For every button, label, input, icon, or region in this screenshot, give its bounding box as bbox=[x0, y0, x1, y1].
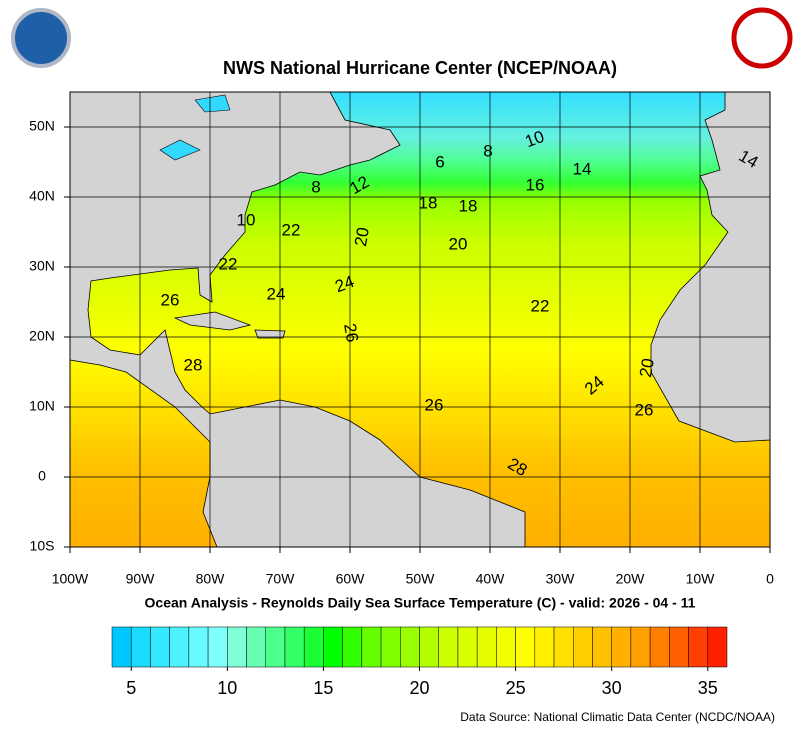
color-box bbox=[707, 626, 728, 668]
contour-label: 8 bbox=[483, 141, 492, 160]
lon-tick-label: 10W bbox=[686, 571, 716, 587]
contour-label: 10 bbox=[237, 210, 256, 229]
color-box bbox=[592, 626, 612, 668]
contour-label: 22 bbox=[219, 254, 238, 273]
lon-tick-label: 30W bbox=[546, 571, 576, 587]
lon-tick-label: 70W bbox=[266, 571, 296, 587]
lon-tick-label: 0 bbox=[766, 571, 774, 587]
colorbar-tick-label: 25 bbox=[506, 678, 526, 698]
contour-label: 20 bbox=[636, 357, 658, 379]
lat-tick-label: 50N bbox=[29, 118, 55, 134]
lat-tick-label: 20N bbox=[29, 328, 55, 344]
lat-tick-label: 30N bbox=[29, 258, 55, 274]
contour-label: 14 bbox=[573, 159, 592, 178]
color-box bbox=[150, 626, 170, 668]
lon-tick-label: 20W bbox=[616, 571, 646, 587]
contour-label: 26 bbox=[635, 400, 654, 419]
contour-label: 18 bbox=[419, 193, 438, 212]
color-box bbox=[649, 626, 670, 668]
lon-tick-label: 90W bbox=[126, 571, 156, 587]
lon-tick-label: 80W bbox=[196, 571, 226, 587]
color-box bbox=[419, 626, 439, 668]
land-caribbean bbox=[173, 311, 286, 339]
contour-label: 16 bbox=[526, 175, 545, 194]
color-box bbox=[265, 626, 286, 668]
color-box bbox=[246, 626, 266, 668]
lat-tick-label: 10N bbox=[29, 398, 55, 414]
lon-tick-label: 50W bbox=[406, 571, 436, 587]
lon-tick-label: 60W bbox=[336, 571, 366, 587]
color-box bbox=[111, 626, 132, 668]
color-box bbox=[400, 626, 420, 668]
color-box bbox=[438, 626, 459, 668]
color-box bbox=[611, 626, 632, 668]
color-box bbox=[630, 626, 651, 668]
color-box bbox=[303, 626, 324, 668]
lon-tick-label: 40W bbox=[476, 571, 506, 587]
title: NWS National Hurricane Center (NCEP/NOAA… bbox=[223, 58, 617, 78]
color-box bbox=[515, 626, 536, 668]
color-box bbox=[688, 626, 709, 668]
contour-label: 22 bbox=[282, 220, 301, 239]
nws-logo bbox=[731, 7, 793, 69]
lat-tick-label: 40N bbox=[29, 188, 55, 204]
color-box bbox=[553, 626, 574, 668]
color-box bbox=[534, 626, 555, 668]
color-box bbox=[188, 626, 209, 668]
color-box bbox=[496, 626, 516, 668]
contour-label: 28 bbox=[184, 355, 203, 374]
lat-tick-label: 0 bbox=[38, 468, 46, 484]
lon-tick-label: 100W bbox=[52, 571, 89, 587]
color-box bbox=[476, 626, 497, 668]
color-box bbox=[573, 626, 593, 668]
contour-label: 26 bbox=[340, 322, 362, 344]
colorbar-tick-label: 20 bbox=[409, 678, 429, 698]
colorbar-tick-label: 35 bbox=[698, 678, 718, 698]
color-box bbox=[457, 626, 478, 668]
contour-label: 20 bbox=[449, 234, 468, 253]
contour-label: 26 bbox=[161, 290, 180, 309]
contour-label: 8 bbox=[311, 177, 320, 196]
colorbar-tick-label: 10 bbox=[217, 678, 237, 698]
contour-label: 24 bbox=[267, 284, 286, 303]
color-box bbox=[380, 626, 401, 668]
contour-label: 18 bbox=[459, 196, 478, 215]
lat-tick-label: 10S bbox=[30, 538, 55, 554]
color-box bbox=[669, 626, 689, 668]
contour-label: 20 bbox=[351, 226, 373, 248]
subtitle: Ocean Analysis - Reynolds Daily Sea Surf… bbox=[145, 595, 696, 611]
colorbar-tick-label: 30 bbox=[602, 678, 622, 698]
noaa-logo bbox=[11, 8, 71, 68]
color-box bbox=[284, 626, 305, 668]
color-box bbox=[323, 626, 343, 668]
contour-label: 6 bbox=[435, 152, 444, 171]
contour-label: 26 bbox=[425, 395, 444, 414]
color-box bbox=[169, 626, 190, 668]
color-box bbox=[361, 626, 382, 668]
colorbar-tick-label: 15 bbox=[313, 678, 333, 698]
lakes bbox=[159, 94, 231, 161]
color-box bbox=[227, 626, 247, 668]
source: Data Source: National Climatic Data Cent… bbox=[460, 710, 775, 724]
colorbar-tick-label: 5 bbox=[126, 678, 136, 698]
color-box bbox=[207, 626, 228, 668]
contour-label: 22 bbox=[531, 296, 550, 315]
color-box bbox=[130, 626, 151, 668]
color-box bbox=[342, 626, 363, 668]
